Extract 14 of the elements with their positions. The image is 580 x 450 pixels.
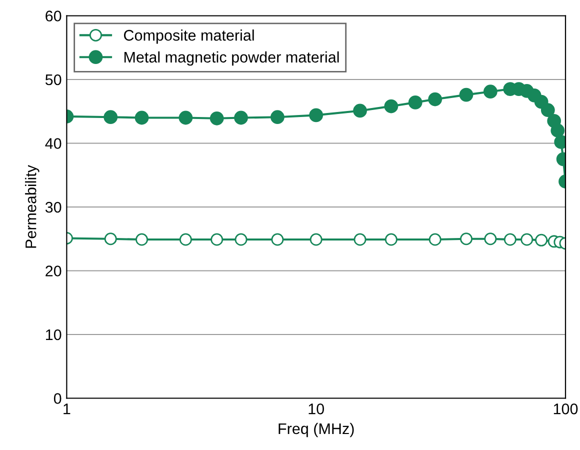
x-axis-title: Freq (MHz) bbox=[278, 422, 354, 438]
y-tick-label: 10 bbox=[46, 329, 62, 340]
x-tick-label: 100 bbox=[554, 404, 578, 414]
x-tick-label: 10 bbox=[308, 404, 324, 414]
legend-label: Composite material bbox=[124, 30, 254, 44]
y-tick-label: 30 bbox=[45, 202, 62, 213]
legend-label: Metal magnetic powder material bbox=[124, 51, 339, 66]
y-tick-label: 0 bbox=[54, 393, 62, 404]
y-tick-label: 40 bbox=[45, 138, 62, 149]
y-tick-label: 50 bbox=[45, 74, 62, 86]
x-tick-label: 1 bbox=[64, 404, 70, 414]
y-tick-label: 60 bbox=[46, 10, 62, 22]
y-axis-title: Permeability bbox=[25, 165, 40, 248]
y-tick-label: 20 bbox=[46, 266, 62, 276]
